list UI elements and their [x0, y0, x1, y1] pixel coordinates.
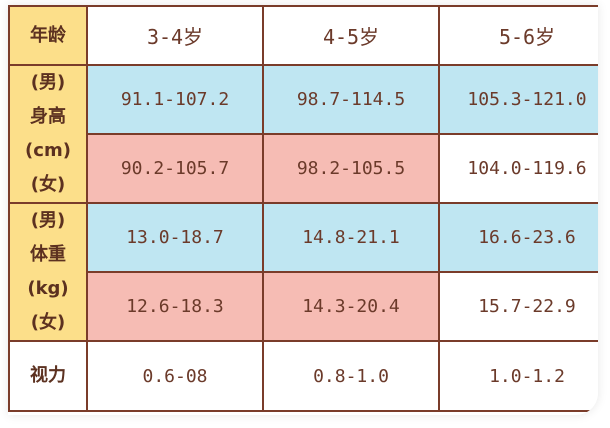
height-label-male: (男) [30, 72, 66, 93]
vision-row: 视力 0.6-08 0.8-1.0 1.0-1.2 [8, 340, 598, 412]
height-female-row: 90.2-105.7 98.2-105.5 104.0-119.6 [9, 133, 598, 204]
age-column-5-6: 5-6岁 [438, 5, 598, 66]
weight-male-row: (男) 体重 (kg) (女) 13.0-18.7 14.8-21.1 16.6… [8, 202, 598, 342]
weight-female-row: 12.6-18.3 14.3-20.4 15.7-22.9 [9, 271, 598, 342]
age-header-label: 年龄 [8, 5, 88, 66]
weight-label-title: 体重 [30, 244, 66, 265]
vision-label: 视力 [8, 340, 88, 412]
height-label-female: (女) [30, 174, 66, 195]
vision-4-5: 0.8-1.0 [262, 340, 440, 412]
weight-female-4-5: 14.3-20.4 [262, 271, 440, 342]
weight-label: (男) 体重 (kg) (女) [8, 202, 88, 342]
height-male-5-6: 105.3-121.0 [438, 64, 598, 135]
height-label: (男) 身高 (cm) (女) [8, 64, 88, 204]
height-label-title: 身高 [30, 106, 66, 127]
age-column-4-5: 4-5岁 [262, 5, 440, 66]
header-row: 年龄 3-4岁 4-5岁 5-6岁 [8, 5, 598, 66]
weight-label-female: (女) [30, 312, 66, 333]
growth-standards-table: 年龄 3-4岁 4-5岁 5-6岁 (男) 身高 (cm) (女) 91.1-1… [8, 5, 598, 412]
height-label-unit: (cm) [25, 140, 71, 161]
height-female-3-4: 90.2-105.7 [86, 133, 264, 204]
weight-male-4-5: 14.8-21.1 [262, 202, 440, 273]
growth-standards-table-card: 年龄 3-4岁 4-5岁 5-6岁 (男) 身高 (cm) (女) 91.1-1… [8, 5, 598, 415]
weight-female-3-4: 12.6-18.3 [86, 271, 264, 342]
vision-5-6: 1.0-1.2 [438, 340, 598, 412]
height-male-3-4: 91.1-107.2 [86, 64, 264, 135]
height-male-4-5: 98.7-114.5 [262, 64, 440, 135]
weight-label-male: (男) [30, 210, 66, 231]
weight-female-5-6: 15.7-22.9 [438, 271, 598, 342]
age-column-3-4: 3-4岁 [86, 5, 264, 66]
height-female-4-5: 98.2-105.5 [262, 133, 440, 204]
vision-3-4: 0.6-08 [86, 340, 264, 412]
height-female-5-6: 104.0-119.6 [438, 133, 598, 204]
height-male-row: (男) 身高 (cm) (女) 91.1-107.2 98.7-114.5 10… [8, 64, 598, 204]
weight-male-5-6: 16.6-23.6 [438, 202, 598, 273]
weight-label-unit: (kg) [27, 278, 69, 299]
weight-male-3-4: 13.0-18.7 [86, 202, 264, 273]
